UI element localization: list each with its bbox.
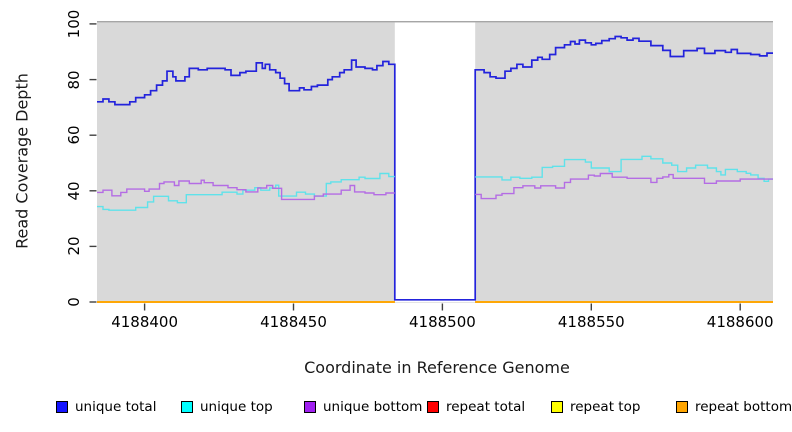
legend-swatch-repeat-bottom xyxy=(676,401,688,413)
x-tick-label: 4188450 xyxy=(260,313,327,331)
legend-swatch-unique-total xyxy=(56,401,68,413)
gap-region xyxy=(394,22,476,303)
legend-label: unique top xyxy=(200,399,273,415)
legend-item-repeat-top: repeat top xyxy=(551,398,640,416)
series-line-unique-top xyxy=(97,172,395,211)
y-axis-title: Read Coverage Depth xyxy=(12,73,32,249)
legend-swatch-unique-bottom xyxy=(304,401,316,413)
legend-swatch-repeat-top xyxy=(551,401,563,413)
y-tick-label: 20 xyxy=(65,236,83,256)
y-tick-label: 100 xyxy=(65,9,83,39)
legend-swatch-repeat-total xyxy=(427,401,439,413)
series-line-unique-bottom xyxy=(475,172,773,200)
legend: unique total unique top unique bottom repea… xyxy=(0,398,792,422)
legend-swatch-unique-top xyxy=(181,401,193,413)
series-line-unique-bottom xyxy=(97,179,395,201)
y-tick-label: 40 xyxy=(65,181,83,201)
legend-label: repeat total xyxy=(446,399,526,415)
x-axis-title: Coordinate in Reference Genome xyxy=(304,358,570,377)
legend-item-repeat-bottom: repeat bottom xyxy=(676,398,792,416)
series-line-unique-top xyxy=(475,155,773,182)
legend-item-unique-total: unique total xyxy=(56,398,156,416)
x-tick-label: 4188400 xyxy=(111,313,178,331)
legend-item-unique-top: unique top xyxy=(181,398,273,416)
x-tick-label: 4188550 xyxy=(557,313,625,331)
y-tick-label: 80 xyxy=(65,70,83,90)
x-tick-label: 4188600 xyxy=(706,313,774,331)
legend-item-unique-bottom: unique bottom xyxy=(304,398,422,416)
series-line-unique-total xyxy=(97,35,773,301)
legend-item-repeat-total: repeat total xyxy=(427,398,525,416)
legend-label: unique bottom xyxy=(323,399,423,415)
y-tick-label: 60 xyxy=(65,125,83,145)
legend-label: repeat top xyxy=(570,399,641,415)
y-tick-label: 0 xyxy=(65,297,83,307)
legend-label: unique total xyxy=(75,399,157,415)
legend-label: repeat bottom xyxy=(695,399,792,415)
x-tick-label: 4188500 xyxy=(408,313,476,331)
